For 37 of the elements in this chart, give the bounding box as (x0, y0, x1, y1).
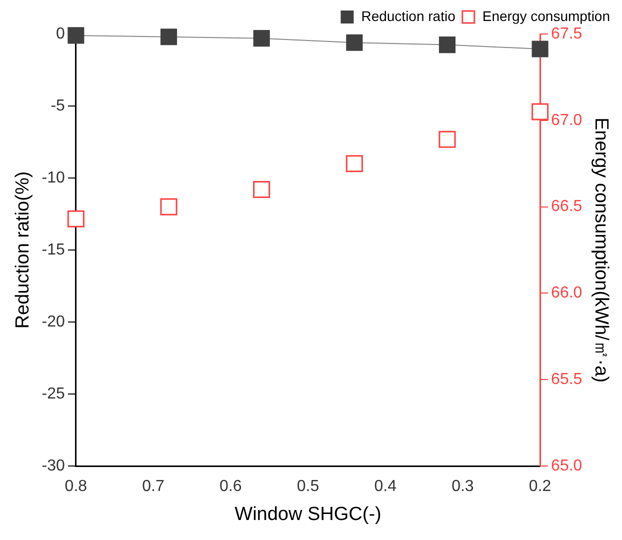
y-tick-label: -25 (42, 385, 66, 402)
y2-axis-title: Energy consumption(kWh/㎡·a) (590, 117, 612, 383)
y2-tick-label: 67.0 (551, 112, 582, 129)
y-tick-label: -5 (50, 97, 66, 114)
y-tick-label: 0 (56, 25, 66, 42)
y2-tick-label: 65.0 (551, 457, 582, 474)
point (253, 180, 270, 198)
y2-tick-label: 67.5 (551, 25, 582, 42)
y2-tick-label: 66.0 (551, 284, 582, 302)
y-axis-title: Reduction ratio(%) (12, 171, 34, 329)
y-tick-label: -30 (42, 457, 66, 474)
point (532, 40, 548, 58)
point (346, 34, 363, 51)
point (68, 27, 84, 44)
x-tick-label: 0.5 (296, 478, 320, 496)
point (160, 198, 178, 216)
y-tick-label: -15 (42, 241, 66, 258)
point (438, 36, 456, 54)
x-tick-label: 0.3 (452, 478, 474, 496)
y-tick-label: -10 (42, 169, 66, 186)
point (438, 130, 456, 148)
y2-tick-label: 66.5 (551, 198, 582, 216)
x-axis-title: Window SHGC(-) (234, 504, 382, 525)
x-tick-label: 0.6 (220, 478, 242, 496)
x-tick-label: 0.2 (528, 478, 552, 496)
legend-label: Energy consumption (482, 8, 610, 24)
point (532, 103, 549, 120)
point (346, 155, 363, 172)
y2-tick-label: 65.5 (551, 371, 582, 388)
x-tick-label: 0.8 (64, 478, 88, 496)
y-tick-label: -20 (42, 313, 66, 330)
point (253, 30, 270, 47)
x-tick-label: 0.7 (142, 478, 164, 496)
point (67, 210, 84, 228)
legend-label: Reduction ratio (361, 8, 456, 24)
point (160, 28, 178, 46)
x-tick-label: 0.4 (374, 478, 397, 496)
